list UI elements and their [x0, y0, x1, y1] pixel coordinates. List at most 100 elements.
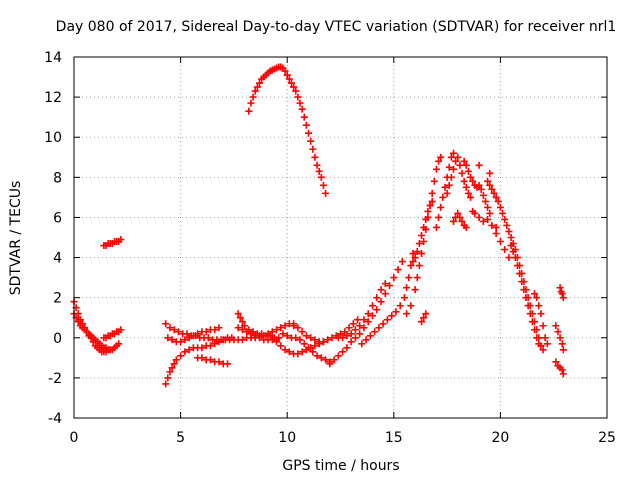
data-point: [373, 306, 381, 314]
data-point: [501, 215, 509, 223]
series-track-b: [70, 310, 123, 354]
data-point: [298, 348, 306, 356]
series-track-h: [194, 354, 232, 368]
data-point: [236, 314, 244, 322]
data-point: [264, 330, 272, 338]
data-point: [215, 358, 223, 366]
data-point: [543, 340, 551, 348]
data-point: [479, 191, 487, 199]
data-point: [251, 87, 259, 95]
data-point: [505, 254, 513, 262]
data-point: [505, 227, 513, 235]
data-point: [298, 105, 306, 113]
series-track-x: [460, 157, 494, 217]
data-point: [181, 348, 189, 356]
plot-border: [73, 56, 608, 419]
data-point: [428, 197, 436, 205]
data-point: [477, 185, 485, 193]
data-point: [277, 342, 285, 350]
data-point: [377, 298, 385, 306]
data-point: [449, 149, 457, 157]
series-track-ad: [552, 358, 567, 378]
data-point: [198, 354, 206, 362]
data-point: [403, 310, 411, 318]
data-point: [285, 348, 293, 356]
data-point: [392, 308, 400, 316]
data-point: [328, 334, 336, 342]
data-point: [437, 203, 445, 211]
data-point: [337, 330, 344, 338]
data-point: [503, 221, 511, 229]
data-point: [539, 322, 547, 330]
y-tick-label: 14: [44, 50, 62, 66]
data-point: [305, 129, 313, 137]
data-point: [162, 320, 170, 328]
data-point: [281, 67, 289, 75]
data-point: [373, 294, 381, 302]
data-point: [415, 262, 423, 270]
data-point: [287, 79, 295, 87]
data-point: [313, 352, 321, 360]
data-point: [168, 336, 176, 344]
data-point: [74, 318, 82, 326]
series-track-v: [443, 153, 475, 201]
data-point: [330, 356, 338, 364]
data-point: [311, 153, 319, 161]
data-point: [174, 328, 182, 336]
series-track-t: [418, 310, 430, 326]
data-point: [426, 201, 434, 209]
data-point: [475, 213, 483, 221]
data-point: [181, 336, 189, 344]
y-tick-label: -2: [48, 371, 62, 387]
data-point: [211, 340, 219, 348]
data-point: [390, 274, 398, 282]
data-point: [319, 181, 327, 189]
series-track-ab: [531, 290, 551, 348]
data-point: [381, 280, 389, 288]
data-point: [552, 358, 560, 366]
data-point: [486, 209, 494, 217]
data-point: [317, 354, 325, 362]
data-point: [211, 326, 219, 334]
data-point: [238, 318, 246, 326]
data-point: [405, 274, 413, 282]
data-point: [247, 99, 255, 107]
data-point: [494, 197, 502, 205]
data-point: [277, 324, 285, 332]
x-tick-label: 10: [278, 430, 296, 446]
data-point: [484, 177, 492, 185]
data-point: [492, 229, 500, 237]
data-point: [317, 173, 325, 181]
data-point: [302, 121, 310, 129]
data-point: [194, 330, 202, 338]
data-point: [420, 223, 428, 231]
data-point: [398, 258, 406, 266]
data-point: [189, 332, 197, 340]
data-point: [464, 189, 472, 197]
data-point: [441, 183, 449, 191]
data-point: [296, 99, 304, 107]
data-point: [481, 197, 489, 205]
data-point: [347, 330, 355, 338]
data-point: [341, 328, 349, 336]
data-point: [255, 79, 263, 87]
series-track-d: [100, 236, 125, 250]
data-point: [354, 316, 362, 324]
data-point: [449, 165, 457, 173]
data-point: [526, 310, 534, 318]
data-point: [364, 310, 372, 318]
data-point: [479, 217, 487, 225]
y-tick-label: -4: [48, 411, 62, 427]
data-point: [371, 328, 379, 336]
data-point: [535, 302, 543, 310]
data-point: [290, 322, 298, 330]
data-point: [260, 332, 268, 340]
data-point: [198, 344, 206, 352]
data-point: [292, 334, 300, 342]
data-point: [281, 346, 289, 354]
data-point: [368, 302, 376, 310]
data-point: [356, 322, 364, 330]
data-point: [488, 185, 496, 193]
data-point: [518, 278, 526, 286]
